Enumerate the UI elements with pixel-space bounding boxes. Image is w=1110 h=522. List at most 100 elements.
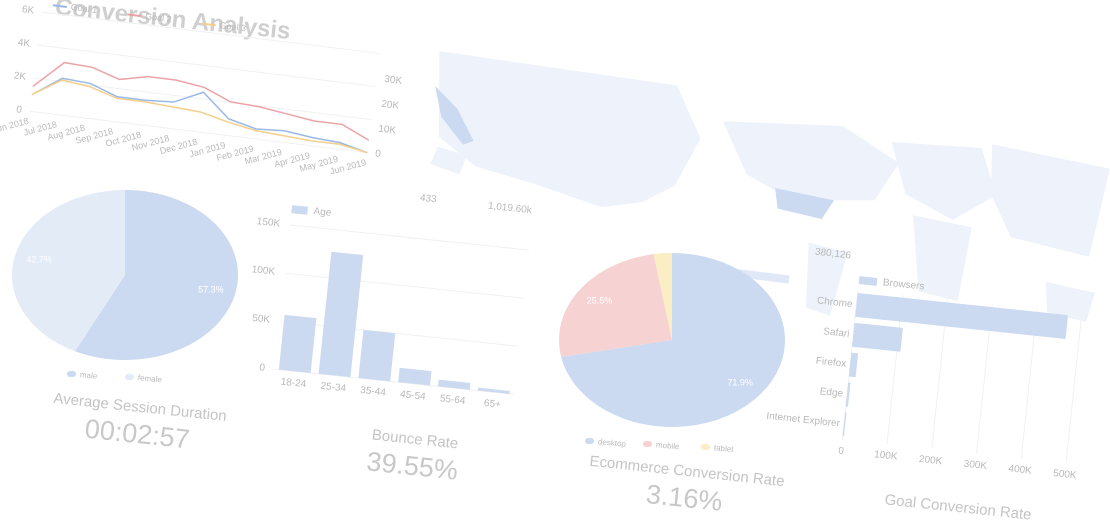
series-line bbox=[31, 79, 368, 154]
y-tick-label: 50K bbox=[252, 313, 271, 326]
pie-slice bbox=[12, 190, 125, 352]
kpi: Goal Conversion Rate bbox=[884, 491, 1033, 522]
grid-line bbox=[289, 224, 529, 251]
y-tick-label: 0 bbox=[259, 362, 266, 374]
x-tick-label: 400K bbox=[1008, 463, 1033, 476]
legend-swatch bbox=[52, 4, 67, 8]
legend-label: tablet bbox=[714, 443, 735, 454]
legend-label: Browsers bbox=[882, 277, 925, 292]
world-south-america bbox=[805, 242, 848, 316]
y2-tick-label: 0 bbox=[375, 148, 382, 160]
kpi-value: 39.55% bbox=[365, 446, 459, 485]
world-australia bbox=[1045, 281, 1095, 323]
bar bbox=[278, 314, 317, 373]
grid-line bbox=[29, 110, 368, 154]
y-tick-label: 6K bbox=[21, 4, 35, 16]
legend-label: female bbox=[138, 373, 163, 384]
x-tick-label: 300K bbox=[963, 459, 988, 472]
world-legend-max: 380,126 bbox=[814, 247, 852, 262]
bar bbox=[842, 412, 847, 437]
legend-swatch bbox=[67, 371, 76, 377]
slice-label: 42.7% bbox=[26, 254, 52, 264]
y-tick-label: 100K bbox=[251, 264, 276, 277]
us-state bbox=[435, 85, 474, 145]
x-tick-label: 55-64 bbox=[439, 393, 466, 407]
us-legend-min: 433 bbox=[419, 193, 437, 206]
grid-line bbox=[284, 272, 524, 299]
bar bbox=[358, 329, 396, 382]
world-asia bbox=[990, 144, 1110, 257]
y-tick-label: Internet Explorer bbox=[766, 411, 841, 430]
legend-swatch bbox=[127, 13, 142, 18]
bar-chart: 0 50K 100K 150K Age 18-24 25-34 35-44 45-54 55-64… bbox=[251, 205, 529, 411]
legend-label: Goal 3 bbox=[219, 20, 247, 33]
x-tick-label: 25-34 bbox=[320, 381, 347, 395]
grid-line bbox=[274, 368, 514, 395]
legend-swatch bbox=[858, 276, 878, 286]
legend-label: Goal 1 bbox=[70, 2, 98, 15]
y-tick-label: 4K bbox=[17, 37, 31, 49]
y-tick-label: Firefox bbox=[815, 356, 847, 370]
slice-label: 57.3% bbox=[198, 284, 224, 294]
world-europe bbox=[891, 141, 996, 220]
slice-label: 25.5% bbox=[587, 296, 613, 306]
kpi-label: Goal Conversion Rate bbox=[884, 491, 1033, 522]
kpi-value: 00:02:57 bbox=[83, 414, 191, 455]
legend-label: mobile bbox=[656, 440, 681, 451]
us-map bbox=[438, 51, 701, 208]
legend-swatch bbox=[125, 374, 134, 380]
alaska bbox=[430, 146, 467, 175]
legend-swatch bbox=[291, 205, 309, 215]
pie-slice bbox=[559, 254, 672, 357]
hbar-chart: 0 100K 200K 300K 400K 500K Browsers Chrome Safar… bbox=[766, 276, 1083, 481]
y-tick-label: 0 bbox=[16, 104, 23, 116]
us-legend-max: 1,019.60k bbox=[487, 201, 533, 217]
kpi-value: 3.16% bbox=[645, 479, 724, 517]
y-tick-label: Edge bbox=[819, 386, 844, 399]
bar bbox=[318, 251, 364, 378]
x-tick-label: 45-54 bbox=[400, 389, 427, 403]
pie-chart: 57.3% 42.7% male female bbox=[12, 190, 238, 384]
x-tick-label: 500K bbox=[1053, 468, 1078, 481]
series-line bbox=[31, 77, 368, 154]
legend-swatch bbox=[585, 438, 594, 444]
x-tick-label: 200K bbox=[918, 454, 943, 467]
pie-chart: 71.9% 25.5% desktop mobile tablet bbox=[559, 253, 785, 454]
y-tick-label: 2K bbox=[13, 70, 27, 82]
grid-line bbox=[1065, 313, 1083, 463]
map-panel bbox=[430, 51, 1110, 323]
legend-swatch bbox=[201, 22, 216, 27]
legend-swatch bbox=[643, 441, 652, 447]
bar bbox=[845, 382, 851, 407]
pie-slice bbox=[561, 253, 785, 428]
x-tick-label: 35-44 bbox=[360, 385, 387, 399]
grid-line bbox=[33, 77, 372, 121]
legend-label: Age bbox=[313, 206, 332, 219]
slice-label: 71.9% bbox=[727, 377, 753, 387]
bar bbox=[398, 367, 432, 386]
legend-swatch bbox=[701, 444, 710, 450]
x-tick-label: 0 bbox=[838, 445, 845, 457]
x-tick-label: 18-24 bbox=[280, 377, 307, 391]
grid-line bbox=[37, 44, 376, 88]
bar bbox=[852, 322, 903, 352]
legend-label: Goal 2 bbox=[145, 11, 173, 24]
y2-tick-label: 10K bbox=[378, 124, 397, 137]
bar bbox=[477, 387, 510, 394]
pie-slice bbox=[653, 253, 672, 340]
x-tick-label: 100K bbox=[874, 449, 899, 462]
bar bbox=[437, 379, 471, 390]
y-tick-label: Safari bbox=[823, 326, 850, 340]
legend-label: male bbox=[80, 370, 99, 381]
y-tick-label: Chrome bbox=[816, 295, 853, 310]
world-africa bbox=[912, 215, 972, 302]
bar bbox=[848, 352, 859, 378]
world-us bbox=[775, 188, 835, 220]
pie-slice bbox=[74, 190, 238, 360]
legend-label: desktop bbox=[598, 437, 627, 448]
